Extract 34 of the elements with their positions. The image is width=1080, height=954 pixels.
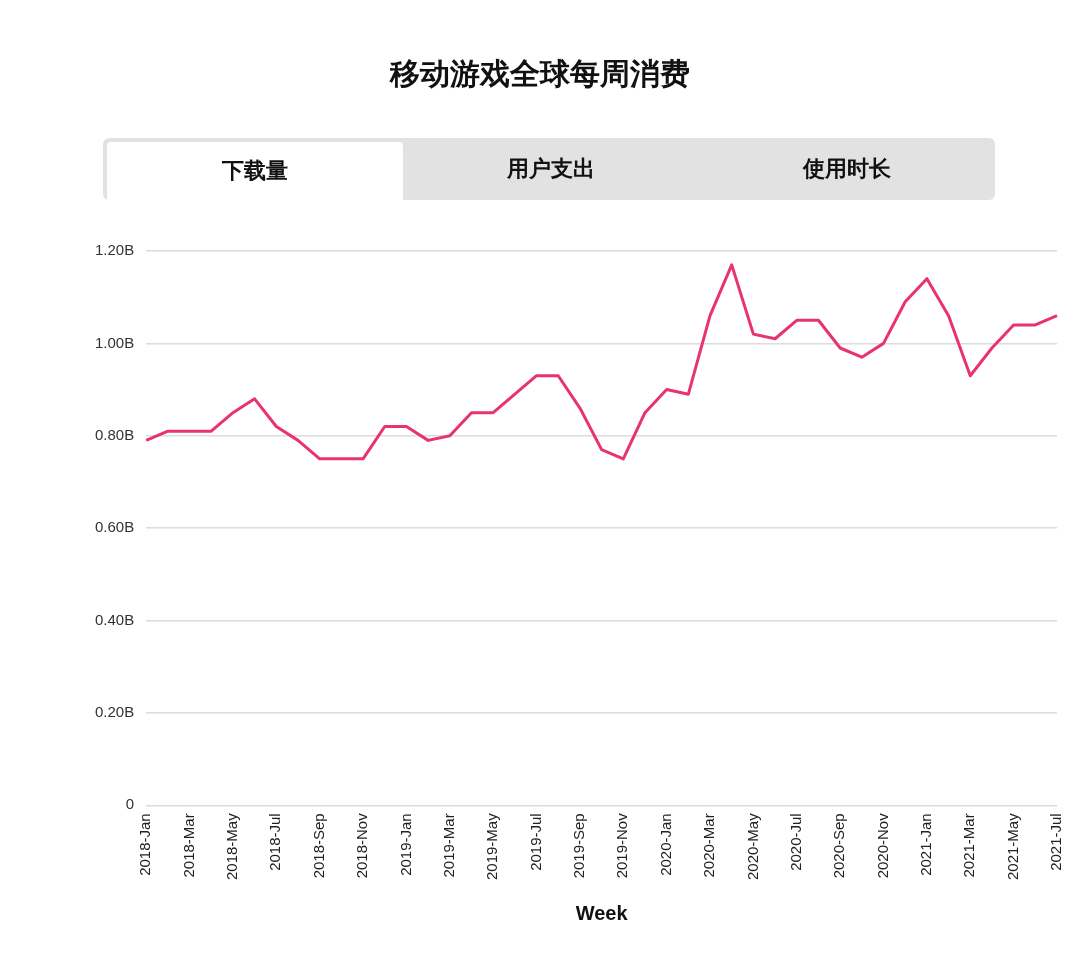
text: 用户支出 [506, 155, 596, 183]
x-axis-title: Week [575, 901, 629, 924]
y-tick-label: 0.60B [95, 518, 135, 536]
x-tick-label: 2020-Mar [700, 813, 718, 878]
x-tick-label: 2018-Mar [179, 813, 197, 878]
x-tick-label: 2020-Jan [656, 813, 674, 876]
y-tick-label: 0.80B [95, 425, 135, 443]
x-tick-label: 2021-Jan [917, 813, 935, 876]
x-tick-label: 2020-May [743, 812, 761, 880]
x-tick-label: 2019-Sep [570, 813, 588, 879]
x-tick-label: 2019-May [483, 812, 501, 880]
y-tick-label: 0.20B [95, 703, 135, 721]
x-tick-label: 2018-Jul [266, 813, 284, 871]
x-tick-label: 2018-Sep [309, 813, 327, 879]
x-tick-label: 2020-Sep [830, 813, 848, 879]
y-tick-label: 1.00B [95, 333, 135, 351]
y-tick-label: 1.20B [95, 241, 135, 259]
text: 使用时长 [801, 155, 892, 183]
x-tick-label: 2021-Jul [1047, 813, 1065, 871]
x-tick-label: 2021-Mar [960, 813, 978, 878]
chart-title: 移动游戏全球每周消费 [388, 56, 691, 92]
x-tick-label: 2018-May [223, 812, 241, 880]
x-tick-label: 2020-Jul [786, 813, 804, 871]
x-tick-label: 2018-Nov [353, 812, 371, 879]
y-tick-label: 0 [125, 795, 135, 813]
x-tick-label: 2019-Jul [526, 813, 544, 871]
text: 下载量 [107, 142, 403, 200]
x-tick-label: 2021-May [1003, 812, 1021, 880]
x-tick-label: 2019-Jan [396, 813, 414, 876]
x-tick-label: 2019-Nov [613, 812, 631, 879]
x-tick-label: 2018-Jan [136, 813, 154, 876]
x-tick-label: 2019-Mar [439, 813, 457, 878]
y-tick-label: 0.40B [95, 610, 135, 628]
x-tick-label: 2020-Nov [873, 812, 891, 879]
